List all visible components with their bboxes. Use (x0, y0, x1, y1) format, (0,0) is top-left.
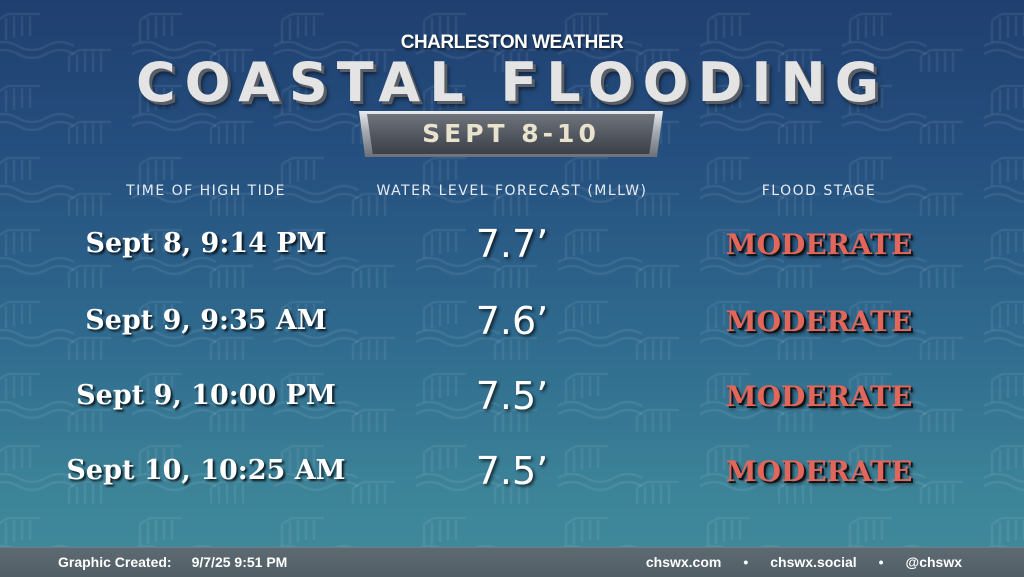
created-timestamp: 9/7/25 9:51 PM (191, 554, 288, 570)
flood-stage: MODERATE (725, 455, 913, 488)
column-header-time: TIME OF HIGH TIDE (126, 183, 286, 199)
flood-stage: MODERATE (725, 228, 913, 261)
page-title: COASTAL FLOODING (135, 51, 889, 114)
water-level: 7.6’ (475, 299, 549, 343)
tide-time: Sept 9, 10:00 PM (76, 380, 336, 411)
footer-links: chswx.com • chswx.social • @chswx (646, 548, 962, 577)
station-name: CHARLESTON WEATHER (400, 32, 624, 53)
footer-bar: Graphic Created: 9/7/25 9:51 PM chswx.com… (0, 547, 1024, 577)
flood-stage: MODERATE (725, 305, 913, 338)
separator-dot: • (743, 554, 749, 570)
column-header-water-level: WATER LEVEL FORECAST (MLLW) (376, 183, 648, 199)
created-label: Graphic Created: (58, 554, 172, 570)
tide-time: Sept 10, 10:25 AM (66, 455, 346, 486)
handle-link[interactable]: @chswx (905, 554, 962, 570)
column-header-flood-stage: FLOOD STAGE (761, 183, 877, 199)
water-level: 7.5’ (475, 374, 549, 418)
website-link[interactable]: chswx.com (645, 554, 722, 570)
water-level: 7.7’ (475, 222, 549, 266)
date-range-text: SEPT 8-10 (422, 119, 600, 148)
tide-time: Sept 9, 9:35 AM (85, 305, 327, 336)
separator-dot: • (878, 554, 884, 570)
tide-time: Sept 8, 9:14 PM (85, 228, 327, 259)
flood-stage: MODERATE (725, 380, 913, 413)
water-level: 7.5’ (475, 449, 549, 493)
graphic-created: Graphic Created: 9/7/25 9:51 PM (58, 548, 287, 577)
date-range-badge: SEPT 8-10 (359, 111, 663, 157)
social-link[interactable]: chswx.social (770, 554, 857, 570)
